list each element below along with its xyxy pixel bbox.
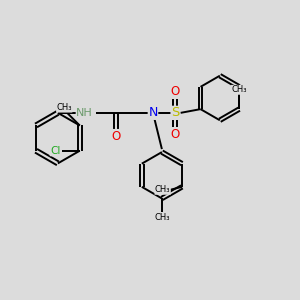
Text: O: O	[111, 130, 120, 142]
Text: S: S	[171, 106, 179, 119]
Text: CH₃: CH₃	[154, 213, 170, 222]
Text: O: O	[171, 85, 180, 98]
Text: Cl: Cl	[50, 146, 61, 156]
Text: CH₃: CH₃	[231, 85, 247, 94]
Text: NH: NH	[76, 108, 93, 118]
Text: CH₃: CH₃	[56, 103, 72, 112]
Text: CH₃: CH₃	[155, 185, 170, 194]
Text: O: O	[171, 128, 180, 141]
Text: N: N	[148, 106, 158, 119]
